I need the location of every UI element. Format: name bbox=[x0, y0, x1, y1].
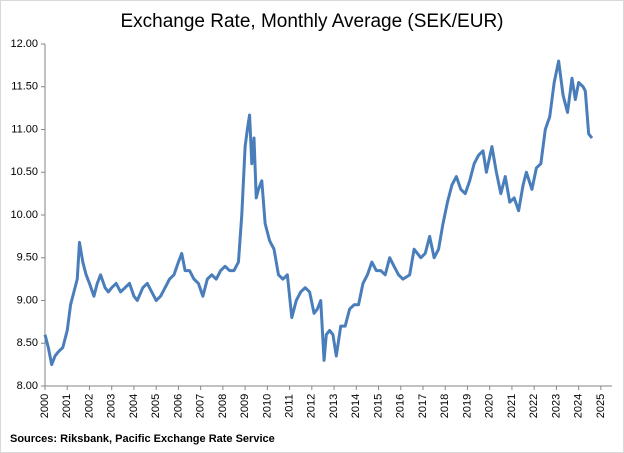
x-tick-label: 2016 bbox=[395, 394, 407, 418]
x-tick-label: 2019 bbox=[461, 394, 473, 418]
x-tick-label: 2025 bbox=[595, 394, 607, 418]
chart-title: Exchange Rate, Monthly Average (SEK/EUR) bbox=[120, 11, 503, 32]
y-tick-label: 9.00 bbox=[17, 294, 38, 306]
y-tick-label: 12.00 bbox=[10, 38, 38, 50]
x-tick-label: 2013 bbox=[328, 394, 340, 418]
y-tick-label: 9.50 bbox=[17, 252, 38, 264]
x-tick-label: 2009 bbox=[239, 394, 251, 418]
x-tick-label: 2005 bbox=[150, 394, 162, 418]
x-tick-label: 2023 bbox=[550, 394, 562, 418]
x-tick-label: 2021 bbox=[506, 394, 518, 418]
x-tick-label: 2011 bbox=[283, 394, 295, 418]
y-tick-label: 8.50 bbox=[17, 337, 38, 349]
x-tick-label: 2008 bbox=[217, 394, 229, 418]
data-line bbox=[43, 59, 594, 367]
x-tick-label: 2000 bbox=[39, 394, 51, 418]
source-note: Sources: Riksbank, Pacific Exchange Rate… bbox=[10, 433, 275, 445]
x-tick-label: 2012 bbox=[306, 394, 318, 418]
x-tick-label: 2006 bbox=[172, 394, 184, 418]
x-tick-label: 2010 bbox=[261, 394, 273, 418]
y-tick-label: 11.50 bbox=[11, 81, 38, 93]
y-tick-label: 10.00 bbox=[10, 209, 38, 221]
y-tick-label: 10.50 bbox=[10, 166, 38, 178]
x-tick-label: 2015 bbox=[372, 394, 384, 418]
x-tick-label: 2014 bbox=[350, 394, 362, 418]
x-tick-label: 2020 bbox=[484, 394, 496, 418]
x-tick-label: 2004 bbox=[128, 394, 140, 418]
x-tick-label: 2002 bbox=[83, 394, 95, 418]
x-tick-label: 2003 bbox=[106, 394, 118, 418]
y-tick-label: 8.00 bbox=[17, 380, 38, 392]
y-tick-label: 11.00 bbox=[11, 123, 38, 135]
x-tick-label: 2024 bbox=[573, 394, 585, 418]
x-tick-label: 2022 bbox=[528, 394, 540, 418]
x-tick-label: 2001 bbox=[61, 394, 73, 418]
x-tick-label: 2018 bbox=[439, 394, 451, 418]
x-tick-label: 2007 bbox=[195, 394, 207, 418]
x-tick-label: 2017 bbox=[417, 394, 429, 418]
